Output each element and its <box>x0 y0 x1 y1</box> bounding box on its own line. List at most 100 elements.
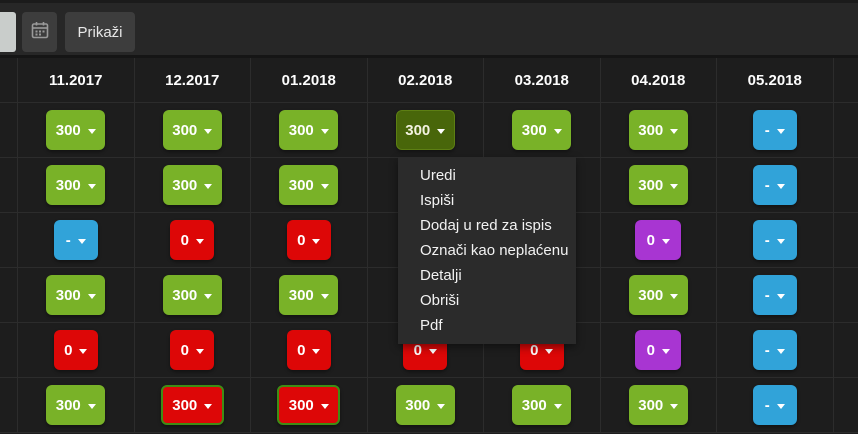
month-cell: 0 <box>251 213 368 268</box>
chevron-down-icon <box>776 348 785 354</box>
calendar-button[interactable] <box>22 12 57 52</box>
value-dropdown-button[interactable]: - <box>752 275 797 315</box>
value-dropdown-button[interactable]: 300 <box>279 165 339 205</box>
column-header: 04.2018 <box>600 58 717 103</box>
month-cell: 300 <box>134 158 251 213</box>
value-label: 300 <box>172 396 198 414</box>
chevron-down-icon <box>195 348 204 354</box>
month-cell: 300 <box>367 378 484 433</box>
context-menu-item[interactable]: Označi kao neplaćenu <box>420 242 569 259</box>
value-dropdown-button[interactable]: 300 <box>46 110 106 150</box>
chevron-down-icon <box>553 128 562 134</box>
grid-edge-cell <box>0 323 18 378</box>
grid-edge-cell <box>0 158 18 213</box>
value-dropdown-button[interactable]: 300 <box>162 275 222 315</box>
value-dropdown-button[interactable]: - <box>752 110 797 150</box>
value-dropdown-button[interactable]: 300 <box>628 385 688 425</box>
month-grid: 11.2017 12.2017 01.2018 02.2018 03.2018 04.20… <box>0 58 858 433</box>
value-label: 300 <box>638 121 664 139</box>
month-cell: 300 <box>18 103 135 158</box>
value-dropdown-button[interactable]: - <box>752 165 797 205</box>
value-label: 0 <box>646 231 655 249</box>
value-label: 0 <box>297 341 306 359</box>
value-dropdown-button[interactable]: 0 <box>170 220 215 260</box>
value-label: 300 <box>521 396 547 414</box>
context-menu-item[interactable]: Dodaj u red za ispis <box>420 217 552 234</box>
context-menu-item[interactable]: Ispiši <box>420 192 455 209</box>
value-dropdown-button[interactable]: 300 <box>512 110 572 150</box>
value-label: 300 <box>172 286 198 304</box>
chevron-down-icon <box>545 348 554 354</box>
value-dropdown-button[interactable]: - <box>752 220 797 260</box>
value-label: - <box>764 176 770 194</box>
date-input[interactable] <box>0 12 16 52</box>
value-dropdown-button[interactable]: 300 <box>512 385 572 425</box>
grid-edge-cell <box>0 58 18 103</box>
month-cell: 0 <box>134 213 251 268</box>
month-cell: 300 <box>251 268 368 323</box>
value-dropdown-button[interactable]: - <box>752 385 797 425</box>
chevron-down-icon <box>437 128 446 134</box>
value-dropdown-button[interactable]: 0 <box>53 330 98 370</box>
context-menu: Uredi Ispiši Dodaj u red za ispis Označi ka… <box>398 157 576 344</box>
context-menu-item[interactable]: Obriši <box>420 292 460 309</box>
show-button[interactable]: Prikaži <box>65 12 135 52</box>
value-dropdown-button[interactable]: 300 <box>628 110 688 150</box>
value-dropdown-button[interactable]: 300 <box>162 165 222 205</box>
value-dropdown-button[interactable]: 0 <box>635 220 682 260</box>
month-grid-body: 300 300 300 300 300 300-300 300 300 300- -0 0 0-300… <box>0 103 858 433</box>
month-cell: - <box>717 378 834 433</box>
value-dropdown-button[interactable]: 0 <box>286 220 331 260</box>
month-cell: - <box>717 103 834 158</box>
value-label: 0 <box>530 341 539 359</box>
month-cell: 300 <box>251 158 368 213</box>
value-label: 300 <box>288 121 314 139</box>
chevron-down-icon <box>204 183 213 189</box>
chevron-down-icon <box>77 238 86 244</box>
month-cell: 300 <box>600 103 717 158</box>
value-dropdown-button[interactable]: 300 <box>277 385 341 425</box>
chevron-down-icon <box>312 348 321 354</box>
value-label: 0 <box>646 341 655 359</box>
value-dropdown-button[interactable]: 300 <box>395 385 455 425</box>
month-cell: 0 <box>251 323 368 378</box>
month-cell: 0 <box>600 213 717 268</box>
value-dropdown-button[interactable]: 300 <box>279 110 339 150</box>
month-cell: 300 <box>484 103 601 158</box>
value-dropdown-button[interactable]: - <box>53 220 98 260</box>
value-dropdown-button[interactable]: 300 <box>628 275 688 315</box>
value-label: 300 <box>521 121 547 139</box>
chevron-down-icon <box>320 183 329 189</box>
value-dropdown-button[interactable]: - <box>752 330 797 370</box>
grid-edge-cell <box>0 268 18 323</box>
value-dropdown-button[interactable]: 300 <box>46 385 106 425</box>
month-cell: 0 <box>600 323 717 378</box>
value-dropdown-button[interactable]: 300 <box>279 275 339 315</box>
chevron-down-icon <box>776 403 785 409</box>
value-dropdown-button[interactable]: 300 <box>628 165 688 205</box>
value-dropdown-button[interactable]: 0 <box>170 330 215 370</box>
month-cell: 300 <box>18 378 135 433</box>
toolbar: Prikaži <box>0 0 858 58</box>
context-menu-item[interactable]: Pdf <box>420 317 443 334</box>
chevron-down-icon <box>87 293 96 299</box>
month-cell: 300 <box>134 378 251 433</box>
value-dropdown-button[interactable]: 300 <box>46 275 106 315</box>
value-dropdown-button[interactable]: 0 <box>286 330 331 370</box>
context-menu-item[interactable]: Uredi <box>420 167 456 184</box>
value-dropdown-button[interactable]: 300 <box>395 110 455 150</box>
table-row: 300 300 300 300 300 300 - <box>0 378 858 433</box>
value-dropdown-button[interactable]: 0 <box>635 330 682 370</box>
month-cell: 300 <box>251 103 368 158</box>
value-dropdown-button[interactable]: 300 <box>160 385 224 425</box>
month-cell: 300 <box>251 378 368 433</box>
grid-edge-cell <box>0 378 18 433</box>
month-cell: 300 <box>600 268 717 323</box>
context-menu-item[interactable]: Detalji <box>420 267 462 284</box>
value-dropdown-button[interactable]: 300 <box>46 165 106 205</box>
chevron-down-icon <box>776 238 785 244</box>
column-header: 05.2018 <box>717 58 834 103</box>
value-dropdown-button[interactable]: 300 <box>162 110 222 150</box>
value-label: - <box>764 341 770 359</box>
chevron-down-icon <box>320 293 329 299</box>
